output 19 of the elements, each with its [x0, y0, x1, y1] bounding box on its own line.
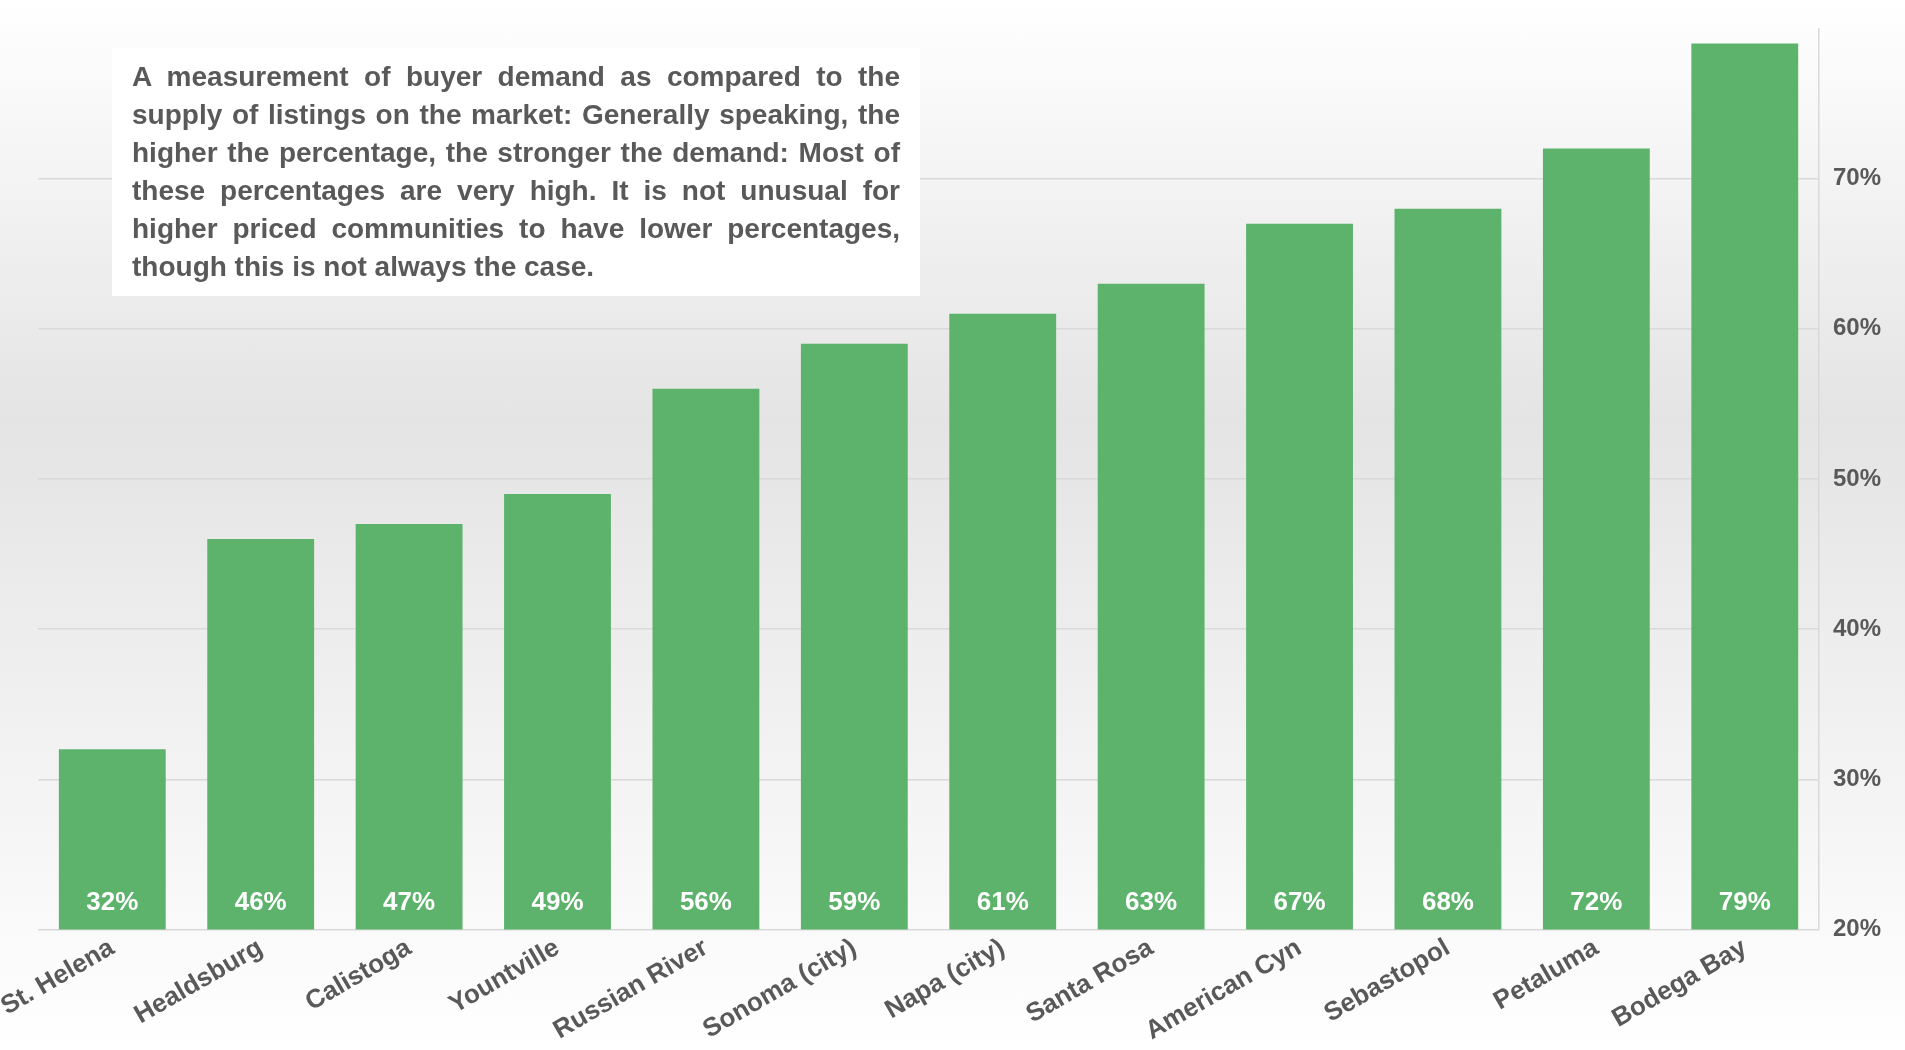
data-label: 67%	[1273, 885, 1326, 916]
y-tick-label: 40%	[1832, 613, 1882, 641]
data-label: 56%	[679, 885, 732, 916]
data-label: 68%	[1421, 885, 1474, 916]
y-tick-label: 50%	[1832, 463, 1882, 491]
annotation: A measurement of buyer demand as compared to the supply of listings on the market: Generally speaking, the higher the percentage, the stronger the demand: Most of these percentages are very high. It is not unusual for higher priced communities to have lower percentages, though this is not always the case.	[112, 48, 920, 296]
data-label: 79%	[1718, 885, 1771, 916]
data-label: 46%	[234, 885, 287, 916]
data-label: 61%	[976, 885, 1029, 916]
y-tick-label: 20%	[1832, 914, 1882, 942]
y-tick-label: 70%	[1832, 163, 1882, 191]
data-label: 49%	[531, 885, 584, 916]
data-label: 59%	[828, 885, 881, 916]
data-label: 47%	[383, 885, 436, 916]
data-label: 63%	[1125, 885, 1178, 916]
y-tick-label: 60%	[1832, 313, 1882, 341]
data-label: 72%	[1570, 885, 1623, 916]
data-label: 32%	[86, 885, 139, 916]
y-tick-label: 30%	[1832, 763, 1882, 791]
